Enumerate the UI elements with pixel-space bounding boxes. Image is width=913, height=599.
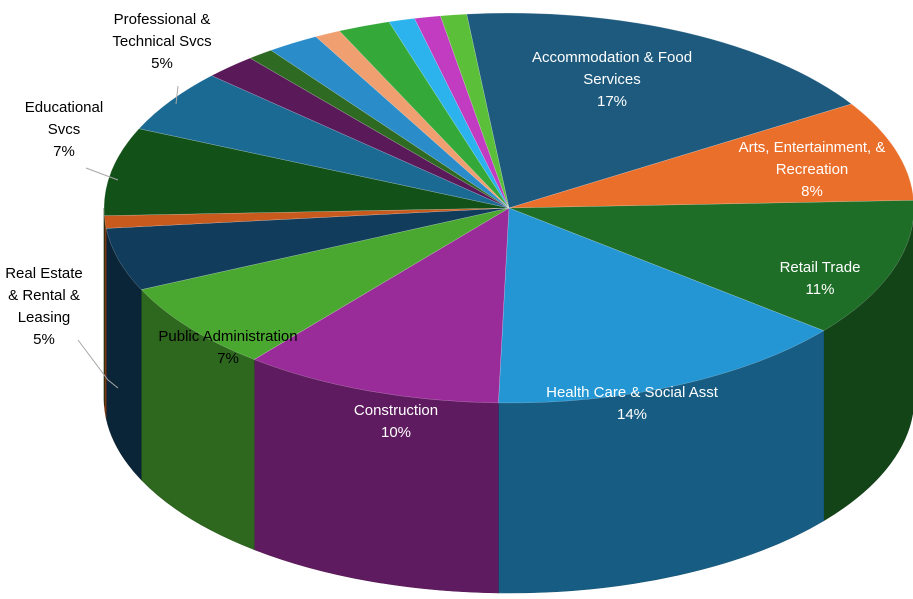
slice-real-estate-rental-leasing: [105, 207, 510, 290]
slice-other-7: [104, 207, 510, 229]
slice-other-17: [440, 13, 510, 209]
slice-other-15: [388, 18, 510, 209]
label-health-care-social-asst: Health Care & Social Asst 14%: [546, 384, 719, 423]
label-accommodation-food-services: Accommodation & Food Services 17%: [532, 49, 692, 110]
leader-line-professional-technical-svcs: [175, 85, 179, 105]
label-retail-trade: Retail Trade 11%: [780, 259, 861, 298]
slice-construction: [253, 207, 510, 404]
label-educational-svcs: Educational Svcs 7%: [25, 99, 103, 160]
leader-lines: [77, 85, 179, 389]
leader-line-real-estate-rental-leasing: [77, 339, 119, 389]
slice-professional-technical-svcs: [138, 75, 510, 209]
slice-other-14: [338, 21, 510, 209]
data-labels: Accommodation & Food Services 17% Arts, Ent…: [5, 11, 885, 441]
slice-other-10: [211, 57, 510, 209]
slice-accommodation-food-services: [466, 12, 853, 209]
slice-health-care-social-asst: [498, 207, 825, 404]
slice-other-11: [249, 49, 510, 209]
label-professional-technical-svcs: Professional & Technical Svcs 5%: [112, 11, 211, 72]
slice-other-12: [270, 36, 510, 209]
slice-other-13: [315, 30, 510, 209]
slice-retail-trade: [508, 200, 913, 331]
slice-public-administration: [140, 207, 510, 360]
label-arts-entertainment-recreation: Arts, Entertainment, & Recreation 8%: [739, 139, 886, 200]
label-public-administration: Public Administration 7%: [158, 328, 297, 367]
label-real-estate-rental-leasing: Real Estate & Rental & Leasing 5%: [5, 265, 83, 348]
pie-sides: [103, 207, 913, 594]
slice-educational-svcs: [103, 128, 510, 216]
pie-slices: [103, 12, 913, 404]
leader-line-educational-svcs: [85, 167, 119, 181]
label-construction: Construction 10%: [354, 402, 438, 441]
slice-other-16: [414, 15, 510, 209]
